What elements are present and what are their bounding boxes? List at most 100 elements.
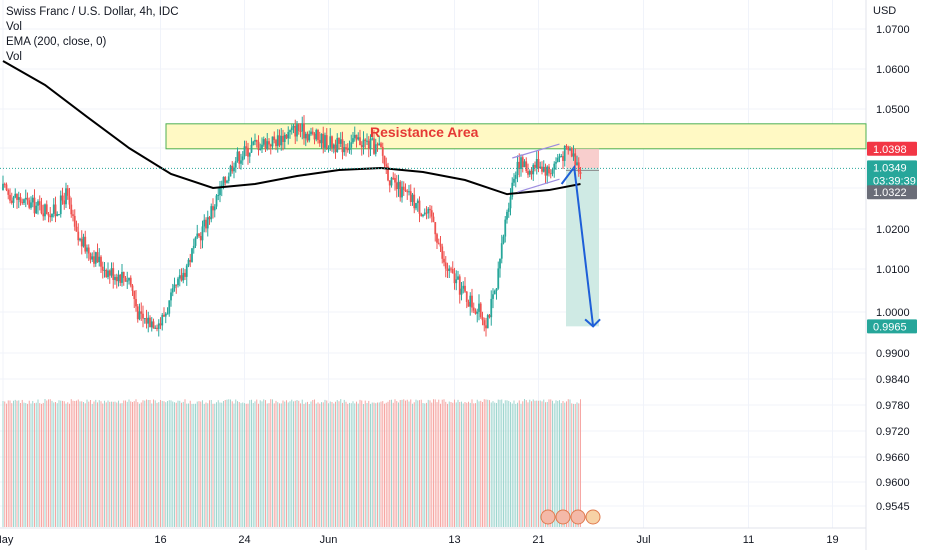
ema-line[interactable] — [2, 60, 581, 196]
candle-body — [315, 130, 318, 140]
price-tag-current-countdown: 03:39:39 — [873, 175, 916, 187]
candle-body — [513, 178, 515, 183]
candle-body — [502, 236, 505, 244]
candle-body — [208, 217, 211, 220]
price-tag-target — [867, 319, 917, 334]
channel-upper-line[interactable] — [512, 143, 560, 159]
candle-body — [12, 197, 15, 203]
candle-body — [31, 197, 34, 203]
candle-body — [357, 137, 360, 140]
candle-body — [213, 206, 216, 211]
candle-body — [24, 197, 27, 200]
candle-body — [446, 268, 449, 271]
projection-arrow[interactable] — [560, 164, 595, 327]
candle-body — [142, 313, 144, 319]
candle-body — [107, 270, 109, 278]
candle-body — [404, 189, 407, 192]
candle-body — [187, 259, 190, 266]
candle-body — [138, 311, 141, 320]
candle-body — [444, 262, 447, 269]
candle-body — [180, 275, 183, 281]
volume-indicator-label[interactable]: Vol — [6, 21, 22, 33]
symbol-title[interactable]: Swiss Franc / U.S. Dollar, 4h, IDC — [6, 6, 179, 18]
candle-body — [490, 298, 493, 318]
price-tick-label: 0.9720 — [876, 426, 910, 438]
candle-body — [52, 204, 55, 214]
candle-body — [245, 146, 248, 148]
candle-body — [10, 200, 13, 203]
candle-body — [325, 135, 328, 149]
candle-body — [360, 145, 363, 148]
candle-body — [313, 133, 316, 140]
candle-body — [114, 277, 116, 280]
candle-body — [483, 320, 486, 326]
candle-body — [542, 166, 545, 172]
candle-body — [54, 204, 57, 217]
resistance-area-label[interactable]: Resistance Area — [370, 124, 479, 140]
candle-body — [465, 291, 468, 302]
event-flag-icon[interactable] — [570, 509, 586, 525]
candle-body — [451, 268, 454, 274]
candle-body — [135, 299, 137, 307]
volume-indicator-label-2[interactable]: Vol — [6, 51, 22, 63]
candle-body — [101, 266, 104, 271]
candle-body — [506, 211, 508, 220]
candle-body — [194, 237, 197, 246]
candle-body — [474, 310, 477, 314]
candle-body — [488, 315, 491, 318]
candle-body — [233, 167, 235, 172]
candle-body — [394, 178, 396, 183]
candle-body — [395, 182, 398, 190]
reward-box[interactable] — [566, 168, 599, 327]
candle-body — [555, 161, 557, 164]
candle-body — [572, 153, 575, 157]
event-flag-icon[interactable] — [585, 509, 601, 525]
candle-body — [397, 181, 400, 190]
candle-body — [278, 135, 281, 146]
candle-body — [128, 277, 130, 281]
currency-label: USD — [873, 5, 896, 17]
candle-body — [33, 197, 36, 214]
candle-body — [401, 186, 403, 198]
candle-body — [271, 136, 274, 147]
price-tick-label: 1.0200 — [876, 224, 910, 236]
candle-body — [126, 280, 129, 282]
candle-body — [353, 134, 356, 139]
candle-body — [518, 161, 521, 170]
candle-body — [385, 164, 388, 167]
event-flag-icon[interactable] — [540, 509, 556, 525]
candle-body — [287, 131, 290, 139]
candle-body — [203, 219, 206, 227]
candle-body — [383, 155, 386, 165]
candle-body — [406, 191, 409, 193]
event-flag-icon[interactable] — [555, 509, 571, 525]
candle-body — [292, 125, 295, 128]
candle-body — [527, 171, 529, 175]
candle-body — [430, 210, 433, 217]
time-tick-label: 21 — [532, 534, 544, 546]
candle-body — [2, 183, 4, 191]
candle-body — [418, 200, 421, 214]
candle-body — [539, 166, 542, 169]
candle-body — [563, 146, 566, 161]
candle-body — [224, 176, 227, 183]
candle-body — [3, 183, 6, 185]
ema-indicator-label[interactable]: EMA (200, close, 0) — [6, 36, 107, 48]
candle-body — [367, 140, 370, 149]
candle-body — [408, 191, 410, 193]
price-tick-label: 1.0100 — [876, 264, 910, 276]
candle-body — [82, 236, 85, 247]
candle-body — [387, 166, 389, 181]
candle-body — [58, 214, 60, 216]
candle-body — [115, 277, 118, 282]
candle-body — [352, 138, 354, 143]
candle-body — [30, 202, 32, 208]
candle-body — [448, 268, 451, 271]
candle-body — [439, 243, 442, 247]
candle-body — [227, 176, 230, 181]
candle-body — [362, 139, 365, 148]
candle-body — [378, 143, 381, 146]
candle-body — [569, 148, 571, 151]
channel-lower-line[interactable] — [517, 178, 560, 193]
